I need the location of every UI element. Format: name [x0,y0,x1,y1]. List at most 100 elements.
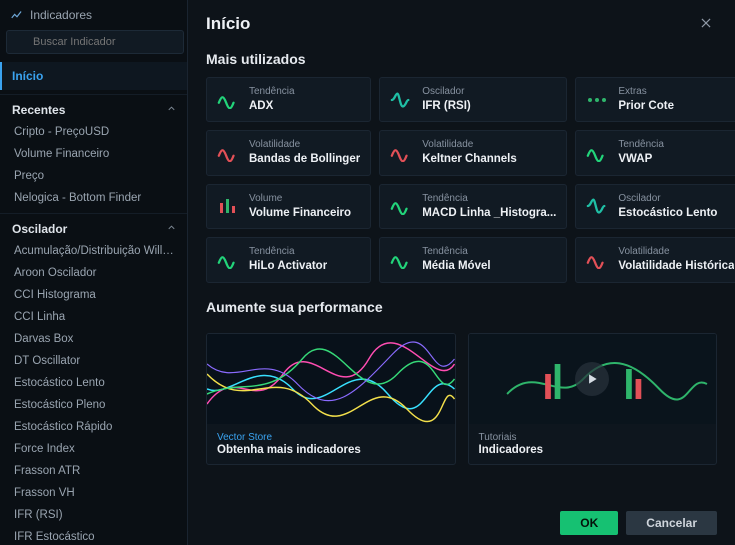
indicator-card[interactable]: VolatilidadeVolatilidade Histórica [575,237,735,282]
card-category: Tendência [249,86,295,98]
perf-meta: Vector StoreObtenha mais indicadores [207,424,455,464]
section-head[interactable]: Oscilador [0,213,187,240]
search-input[interactable] [6,30,184,54]
card-name: Estocástico Lento [618,206,717,220]
card-text: OsciladorEstocástico Lento [618,193,717,220]
chevron-up-icon [166,222,177,236]
sidebar: Indicadores Início Recentes Cripto - Preç… [0,0,188,545]
list-item[interactable]: Acumulação/Distribuição Williams [0,240,187,262]
list-item[interactable]: IFR Estocástico [0,526,187,545]
card-category: Tendência [422,246,490,258]
list-item[interactable]: Estocástico Rápido [0,416,187,438]
indicator-card[interactable]: VolumeVolume Financeiro [206,184,371,229]
cancel-button[interactable]: Cancelar [626,511,717,535]
card-text: VolatilidadeKeltner Channels [422,139,517,166]
card-name: IFR (RSI) [422,99,471,113]
sidebar-title: Indicadores [0,0,187,30]
list-item[interactable]: Force Index [0,438,187,460]
card-name: Prior Cote [618,99,674,113]
card-text: VolatilidadeVolatilidade Histórica [618,246,734,273]
indicator-card[interactable]: OsciladorIFR (RSI) [379,77,567,122]
card-name: ADX [249,99,295,113]
perf-thumb [207,334,455,424]
card-name: Bandas de Bollinger [249,152,360,166]
cards-grid: TendênciaADXOsciladorIFR (RSI)ExtrasPrio… [206,77,717,283]
card-category: Volatilidade [249,139,360,151]
chart-thumbnail [207,334,455,424]
page-title: Início [206,14,250,34]
card-name: MACD Linha _Histogra... [422,206,556,220]
indicator-card[interactable]: TendênciaHiLo Activator [206,237,371,282]
card-category: Tendência [249,246,327,258]
performance-card[interactable]: Vector StoreObtenha mais indicadores [206,333,456,465]
card-text: VolumeVolume Financeiro [249,193,351,220]
list-item[interactable]: Preço [0,165,187,187]
card-text: TendênciaVWAP [618,139,664,166]
card-icon [390,89,412,111]
ok-button[interactable]: OK [560,511,618,535]
card-category: Volume [249,193,351,205]
main-panel: Início Mais utilizados TendênciaADXOscil… [188,0,735,545]
card-name: HiLo Activator [249,259,327,273]
chevron-up-icon [166,103,177,117]
card-category: Tendência [422,193,556,205]
list-item[interactable]: Nelogica - Bottom Finder [0,187,187,209]
indicator-card[interactable]: VolatilidadeKeltner Channels [379,130,567,175]
indicator-card[interactable]: VolatilidadeBandas de Bollinger [206,130,371,175]
card-icon [217,195,239,217]
indicator-card[interactable]: TendênciaADX [206,77,371,122]
list-item[interactable]: Estocástico Lento [0,372,187,394]
card-text: TendênciaHiLo Activator [249,246,327,273]
play-button[interactable] [575,362,609,396]
list-item[interactable]: CCI Linha [0,306,187,328]
dialog-footer: OK Cancelar [206,501,717,535]
card-category: Volatilidade [422,139,517,151]
card-text: TendênciaMédia Móvel [422,246,490,273]
play-icon [585,372,599,386]
list-item[interactable]: Aroon Oscilador [0,262,187,284]
card-category: Volatilidade [618,246,734,258]
card-icon [217,89,239,111]
list-item[interactable]: DT Oscillator [0,350,187,372]
card-name: Volume Financeiro [249,206,351,220]
section-title: Recentes [12,103,65,117]
card-icon [390,195,412,217]
indicator-card[interactable]: OsciladorEstocástico Lento [575,184,735,229]
section-most-used: Mais utilizados [206,51,717,67]
card-text: TendênciaADX [249,86,295,113]
card-icon [390,249,412,271]
indicator-card[interactable]: TendênciaMACD Linha _Histogra... [379,184,567,229]
card-icon [586,249,608,271]
nav-home[interactable]: Início [0,62,187,90]
card-icon [586,142,608,164]
performance-card[interactable]: TutoriaisIndicadores [468,333,718,465]
section-performance: Aumente sua performance [206,299,717,315]
close-icon [699,16,713,30]
section-head[interactable]: Recentes [0,94,187,121]
list-item[interactable]: Cripto - PreçoUSD [0,121,187,143]
indicator-card[interactable]: TendênciaMédia Móvel [379,237,567,282]
list-item[interactable]: Frasson VH [0,482,187,504]
performance-grid: Vector StoreObtenha mais indicadores Tuto… [206,333,717,465]
list-item[interactable]: Volume Financeiro [0,143,187,165]
indicator-card[interactable]: TendênciaVWAP [575,130,735,175]
card-text: ExtrasPrior Cote [618,86,674,113]
perf-category: Vector Store [217,432,445,443]
card-category: Oscilador [422,86,471,98]
card-icon [217,249,239,271]
card-icon [390,142,412,164]
list-item[interactable]: Frasson ATR [0,460,187,482]
search-row [0,30,187,62]
card-icon [586,195,608,217]
card-icon [217,142,239,164]
card-name: VWAP [618,152,664,166]
list-item[interactable]: IFR (RSI) [0,504,187,526]
list-item[interactable]: Estocástico Pleno [0,394,187,416]
list-item[interactable]: Darvas Box [0,328,187,350]
card-text: VolatilidadeBandas de Bollinger [249,139,360,166]
perf-category: Tutoriais [479,432,707,443]
list-item[interactable]: CCI Histograma [0,284,187,306]
section-title: Oscilador [12,222,67,236]
indicator-card[interactable]: ExtrasPrior Cote [575,77,735,122]
close-button[interactable] [695,14,717,35]
